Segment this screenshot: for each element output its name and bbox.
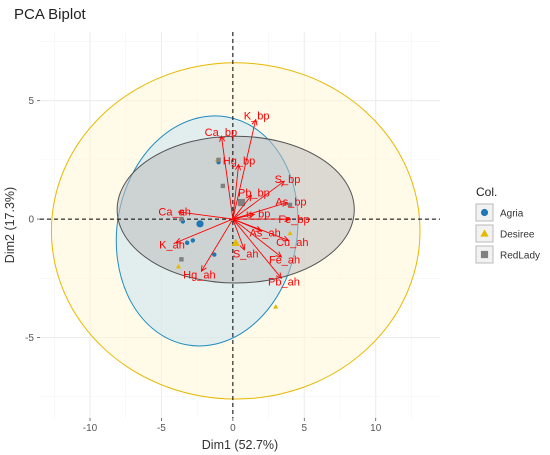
- arrow-pb_ah: [232, 218, 282, 279]
- ellipse-redlady: [116, 135, 355, 284]
- point-redlady: [220, 183, 226, 189]
- chart-title: PCA Biplot: [14, 6, 87, 23]
- confidence-ellipses: [50, 62, 421, 400]
- y-tick-label: 5: [28, 96, 34, 107]
- centroid-desiree: [231, 238, 240, 246]
- centroid-redlady: [237, 198, 246, 207]
- arrowhead-pb_ah: [275, 272, 283, 280]
- arrowhead-hg_bp: [235, 163, 242, 171]
- arrow-pb_bp: [232, 195, 252, 220]
- label-as_ah: As_ah: [250, 227, 281, 239]
- point-redlady: [287, 202, 293, 208]
- group-centroids: [196, 198, 246, 246]
- point-redlady: [179, 216, 184, 222]
- point-desiree: [273, 304, 279, 309]
- arrowhead-hg_ah: [200, 265, 207, 273]
- label-k_ah: K_ah: [159, 239, 185, 251]
- arrow-cu_ah: [232, 218, 289, 241]
- arrowhead-cu_bp: [248, 212, 256, 219]
- arrow-as_bp: [232, 202, 288, 220]
- label-as_bp: As_bp: [275, 196, 306, 208]
- arrowhead-as_ah: [255, 226, 263, 232]
- arrow-s_bp: [232, 180, 285, 220]
- label-hg_ah: Hg_ah: [183, 270, 215, 282]
- label-cu_bp: u_bp: [246, 208, 270, 220]
- legend-label-desiree: Desiree: [500, 230, 535, 241]
- arrow-fe_ah: [232, 218, 282, 258]
- label-fe_bp: Fe_bp: [278, 214, 309, 226]
- arrowhead-ca_ah: [177, 209, 185, 216]
- label-fe_ah: Fe_ah: [269, 254, 300, 266]
- arrowhead-as_bp: [281, 201, 289, 207]
- label-s_bp: S_bp: [275, 174, 301, 186]
- x-tick-label: 5: [302, 423, 308, 434]
- point-redlady: [179, 257, 184, 262]
- label-ca_bp: Ca_bp: [205, 127, 237, 139]
- label-cu_ah: Cu_ah: [276, 237, 308, 249]
- legend-marker-desiree: [480, 229, 489, 237]
- arrowhead-k_bp: [251, 118, 258, 126]
- x-tick-label: -5: [157, 423, 166, 434]
- legend-label-redlady: RedLady: [500, 251, 540, 262]
- arrowhead-cu_ah: [282, 235, 290, 242]
- x-tick-label: 0: [230, 423, 236, 434]
- point-desiree: [176, 263, 182, 269]
- label-k_bp: K_bp: [244, 111, 270, 123]
- label-pb_bp: Pb_bp: [238, 187, 270, 199]
- y-tick-label: 0: [28, 215, 34, 226]
- variable-arrows: K_bp Ca_bp Hg_bp S_bp Pb_bp As_bp Fe_bp u_bp As_…: [158, 111, 309, 289]
- arrowhead-pb_bp: [245, 194, 253, 202]
- point-agria: [184, 240, 190, 245]
- legend-title: Col.: [476, 185, 497, 199]
- label-ca_ah: Ca_ah: [158, 206, 190, 218]
- arrowhead-s_bp: [278, 180, 286, 187]
- arrowhead-fe_ah: [275, 251, 283, 258]
- arrow-hg_ah: [201, 218, 234, 272]
- arrowhead-k_ah: [174, 237, 182, 244]
- point-agria: [190, 238, 196, 243]
- arrow-hg_bp: [232, 164, 240, 220]
- centroid-agria: [196, 220, 204, 228]
- axes: -10 -5 0 5 10 -5 0 5: [25, 96, 382, 434]
- arrow-s_ah: [232, 218, 245, 251]
- point-redlady: [216, 157, 221, 163]
- arrowhead-s_ah: [239, 243, 246, 251]
- point-agria: [212, 252, 217, 257]
- x-tick-label: 10: [370, 423, 382, 434]
- arrow-ca_ah: [178, 211, 233, 220]
- arrowhead-fe_bp: [284, 216, 292, 223]
- arrow-ca_bp: [220, 136, 234, 220]
- label-pb_ah: Pb_ah: [268, 276, 300, 288]
- individual-points: [176, 157, 293, 309]
- arrowhead-ca_bp: [219, 135, 226, 143]
- label-hg_bp: Hg_bp: [223, 156, 255, 168]
- y-axis-title: Dim2 (17.3%): [3, 187, 17, 263]
- legend-marker-redlady: [480, 250, 489, 259]
- arrow-cu_bp: [232, 213, 255, 220]
- legend-marker-agria: [480, 208, 489, 217]
- arrow-k_bp: [232, 119, 257, 220]
- x-axis-title: Dim1 (52.7%): [202, 438, 278, 452]
- label-s_ah: S_ah: [233, 249, 259, 261]
- legend-label-agria: Agria: [500, 209, 524, 220]
- arrow-k_ah: [175, 218, 234, 244]
- x-tick-label: -10: [83, 423, 98, 434]
- legend: Col. Agria Desiree RedLady: [475, 185, 540, 264]
- y-tick-label: -5: [25, 333, 34, 344]
- point-desiree: [287, 230, 293, 236]
